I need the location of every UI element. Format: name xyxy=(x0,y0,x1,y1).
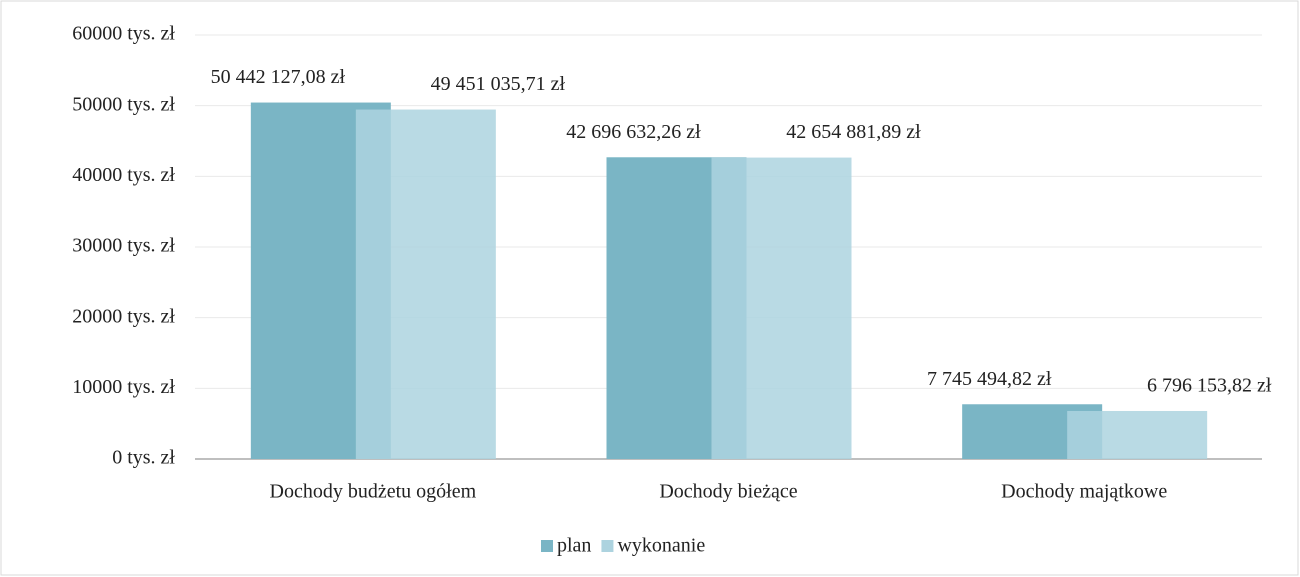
data-label: 42 654 881,89 zł xyxy=(786,121,921,143)
legend-swatch xyxy=(541,540,553,552)
data-label: 42 696 632,26 zł xyxy=(566,121,701,143)
y-tick-label: 40000 tys. zł xyxy=(72,164,175,186)
y-tick-label: 10000 tys. zł xyxy=(72,376,175,398)
x-tick-label: Dochody bieżące xyxy=(659,481,797,503)
data-label: 6 796 153,82 zł xyxy=(1147,375,1272,397)
y-tick-label: 60000 tys. zł xyxy=(72,23,175,45)
y-tick-label: 20000 tys. zł xyxy=(72,305,175,327)
y-tick-label: 0 tys. zł xyxy=(112,447,175,469)
x-tick-label: Dochody budżetu ogółem xyxy=(270,481,477,503)
y-tick-label: 30000 tys. zł xyxy=(72,235,175,257)
y-tick-label: 50000 tys. zł xyxy=(72,93,175,115)
legend-swatch xyxy=(601,540,614,552)
bar xyxy=(711,157,852,459)
legend-label: wykonanie xyxy=(617,535,705,557)
data-label: 49 451 035,71 zł xyxy=(431,73,566,95)
data-label: 7 745 494,82 zł xyxy=(927,368,1052,390)
bar xyxy=(1067,410,1208,459)
x-tick-label: Dochody majątkowe xyxy=(1001,481,1167,503)
data-label: 50 442 127,08 zł xyxy=(211,66,346,88)
legend-label: plan xyxy=(557,535,591,557)
bar xyxy=(355,109,496,459)
